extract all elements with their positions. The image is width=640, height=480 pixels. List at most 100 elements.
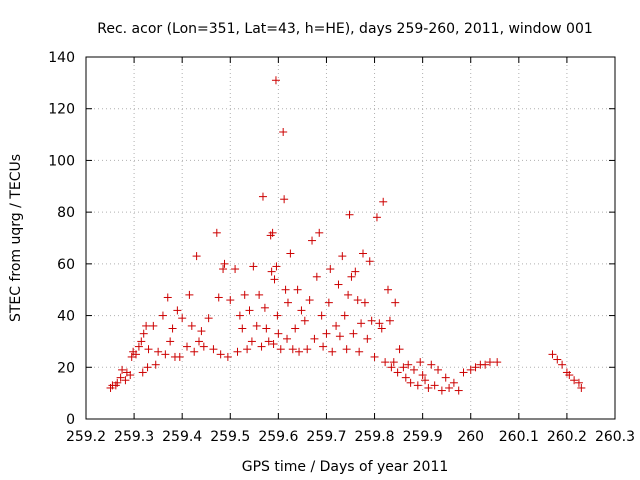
data-point [421,376,430,385]
x-tick-label: 259.5 [210,429,250,445]
data-point [416,358,425,367]
y-tick-label: 140 [48,50,75,66]
data-point [182,342,191,351]
grid-lines [86,57,615,419]
data-point [243,345,252,354]
data-point [365,257,374,266]
data-point [255,290,264,299]
y-tick-label: 80 [57,205,75,221]
data-point [214,293,223,302]
y-tick-label: 20 [57,360,75,376]
y-tick-label: 120 [48,102,75,118]
data-point [406,378,415,387]
y-tick-label: 40 [57,309,75,325]
data-point [399,363,408,372]
data-point [249,262,258,271]
data-point [367,316,376,325]
data-point [257,342,266,351]
data-point [238,324,247,333]
data-point [220,259,229,268]
data-point [235,311,244,320]
data-point [300,316,309,325]
data-point [288,345,297,354]
data-point [280,195,289,204]
data-point [166,337,175,346]
data-point [351,267,360,276]
data-point [138,368,147,377]
data-point [209,345,218,354]
data-point [349,329,358,338]
data-point [272,262,281,271]
data-point [199,342,208,351]
data-point [127,352,136,361]
data-point [553,355,562,364]
data-point [154,347,163,356]
data-point [466,365,475,374]
data-point [149,321,158,330]
data-point [326,265,335,274]
data-point [315,228,324,237]
data-point [363,334,372,343]
data-point [276,345,285,354]
x-tick-label: 260 [457,429,484,445]
data-point [252,321,261,330]
x-tick-label: 259.6 [258,429,298,445]
x-tick-label: 259.3 [114,429,154,445]
data-point [144,345,153,354]
data-point [168,324,177,333]
data-point [271,76,280,85]
data-point [401,373,410,382]
data-point [219,265,228,274]
data-point [204,314,213,323]
data-point [118,365,127,374]
data-point [404,360,413,369]
data-point [395,345,404,354]
data-point [303,345,312,354]
data-point [113,378,122,387]
data-point [493,358,502,367]
data-point [345,210,354,219]
data-point [281,285,290,294]
data-point [216,350,225,359]
x-tick-label: 259.9 [403,429,443,445]
data-point [268,228,277,237]
data-point [353,296,362,305]
data-point [173,306,182,315]
plot-frame [85,56,616,420]
data-point [418,371,427,380]
data-point [175,352,184,361]
data-point [548,350,557,359]
data-point [295,347,304,356]
data-point [485,358,494,367]
data-point [262,324,271,333]
data-point [324,298,333,307]
x-tick-label: 260.1 [499,429,539,445]
data-point [283,298,292,307]
data-point [334,280,343,289]
data-point [338,252,347,261]
x-tick-labels: 259.2 259.3 259.4 259.5 259.6 259.7 259.8 259.9… [66,429,635,445]
data-point [264,337,273,346]
data-point [424,383,433,392]
data-point [454,386,463,395]
x-tick-label: 259.2 [66,429,106,445]
data-point [187,321,196,330]
data-point [430,381,439,390]
data-point [258,192,267,201]
data-point [359,249,368,258]
data-point [340,311,349,320]
x-tick-label: 260.3 [595,429,635,445]
data-point [185,290,194,299]
data-point [459,368,468,377]
data-point [267,267,276,276]
data-point [449,378,458,387]
data-point [328,347,337,356]
data-point [233,347,242,356]
data-point [317,311,326,320]
data-point [375,319,384,328]
data-points [106,76,586,395]
y-tick-label: 0 [66,412,75,428]
data-point [310,334,319,343]
data-point [192,252,201,261]
